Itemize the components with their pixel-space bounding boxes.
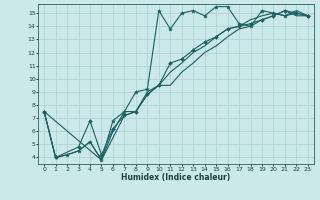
X-axis label: Humidex (Indice chaleur): Humidex (Indice chaleur): [121, 173, 231, 182]
